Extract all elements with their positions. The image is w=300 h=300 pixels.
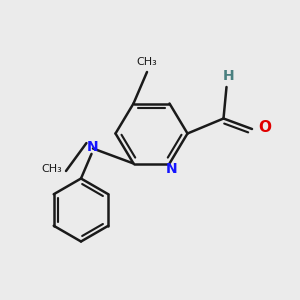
Text: H: H (223, 68, 235, 83)
Text: N: N (87, 140, 99, 154)
Text: CH₃: CH₃ (136, 57, 158, 67)
Text: CH₃: CH₃ (42, 164, 62, 174)
Text: N: N (166, 162, 178, 176)
Text: O: O (259, 120, 272, 135)
